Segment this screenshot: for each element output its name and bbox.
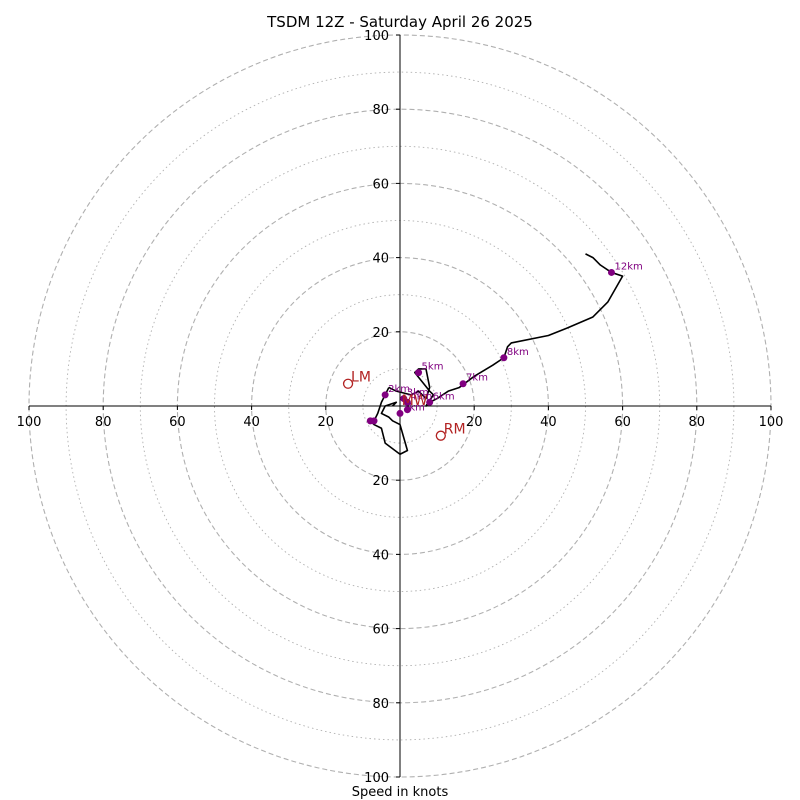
tick-labels: 100 100 80 80 60 60 40 40 20 20 20 20 40 40 60 60 80 80 10… (17, 29, 784, 786)
storm-motion-marker (435, 430, 446, 441)
x-tick-label: 80 (95, 415, 112, 430)
storm-motion-label: LM (351, 370, 371, 386)
y-tick-label: 20 (372, 474, 389, 489)
y-tick-label: 40 (372, 548, 389, 563)
height-marker-label: 4km (410, 391, 432, 402)
mean-wind-label: MW (402, 393, 428, 409)
height-marker (396, 409, 404, 417)
height-marker (381, 391, 389, 399)
x-axis-label: Speed in knots (352, 785, 449, 800)
x-tick-label: 40 (540, 415, 557, 430)
height-marker-label: 8km (507, 347, 529, 358)
height-marker (500, 354, 508, 362)
y-tick-label: 100 (364, 29, 389, 44)
height-marker (426, 398, 434, 406)
x-tick-label: 100 (17, 415, 42, 430)
storm-motion-label: RM (444, 422, 466, 438)
height-marker-label: 12km (614, 261, 642, 272)
hodograph-trace-upper (388, 253, 624, 407)
y-tick-label: 80 (372, 103, 389, 118)
axes (29, 35, 771, 777)
y-tick-label: 80 (372, 697, 389, 712)
height-marker (415, 369, 423, 377)
storm-motion-markers: LM RM (342, 370, 466, 441)
height-marker (403, 406, 411, 414)
y-tick-label: 40 (372, 252, 389, 267)
y-tick-label: 20 (372, 326, 389, 341)
x-tick-label: 20 (318, 415, 335, 430)
height-marker-label: 5km (422, 362, 444, 373)
y-tick-label: 100 (364, 771, 389, 786)
x-tick-label: 80 (689, 415, 706, 430)
height-marker (459, 380, 467, 388)
height-marker-label: 3km (407, 388, 429, 399)
chart-title: TSDM 12Z - Saturday April 26 2025 (266, 13, 533, 31)
height-marker-label: 1km (403, 402, 425, 413)
storm-motion-marker (342, 378, 354, 389)
y-tick-label: 60 (372, 177, 389, 192)
height-marker (403, 398, 411, 406)
x-tick-label: 20 (466, 415, 483, 430)
height-marker (607, 268, 615, 276)
x-tick-label: 100 (759, 415, 784, 430)
height-marker (370, 417, 378, 425)
height-marker-label: 6km (433, 391, 455, 402)
y-tick-label: 60 (372, 623, 389, 638)
x-tick-label: 60 (614, 415, 631, 430)
x-tick-label: 40 (243, 415, 260, 430)
height-marker-label: 2km (388, 384, 410, 395)
height-marker-label: 7km (466, 373, 488, 384)
x-tick-label: 60 (169, 415, 186, 430)
